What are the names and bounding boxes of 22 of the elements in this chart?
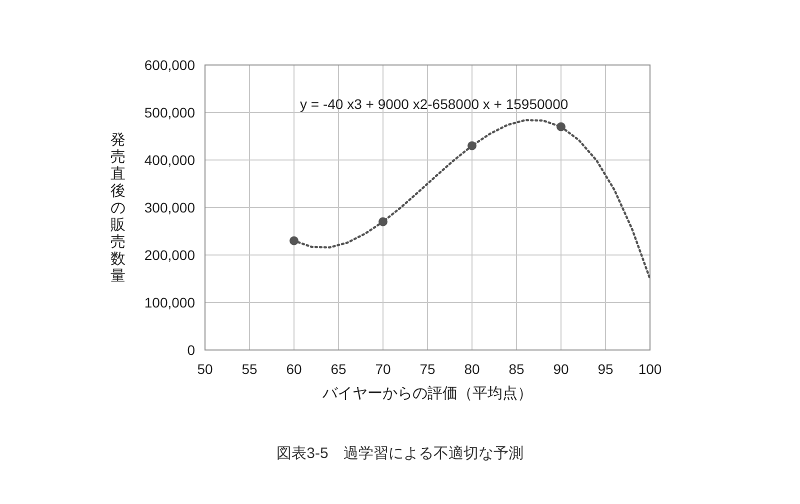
- y-tick-label: 200,000: [144, 247, 196, 263]
- annotation: y = -40 x3 + 9000 x2-658000 x + 15950000: [300, 96, 568, 112]
- x-tick-label: 100: [638, 361, 662, 377]
- y-tick-label: 400,000: [144, 152, 196, 168]
- x-tick-label: 50: [197, 361, 213, 377]
- x-tick-label: 55: [242, 361, 258, 377]
- y-tick-label: 0: [187, 342, 196, 358]
- x-tick-label: 65: [330, 361, 346, 377]
- x-tick-label: 85: [508, 361, 524, 377]
- y-tick-label: 600,000: [144, 57, 196, 73]
- y-tick-label: 100,000: [144, 294, 196, 310]
- x-tick-label: 90: [553, 361, 569, 377]
- x-axis-title: バイヤーからの評価（平均点）: [322, 385, 532, 402]
- x-tick-label: 75: [420, 361, 436, 377]
- y-tick-label: 500,000: [144, 104, 196, 120]
- text: 発売直後の販売数量: [110, 132, 126, 284]
- x-tick-label: 95: [598, 361, 614, 377]
- y-tick-label: 300,000: [144, 200, 196, 216]
- x-tick-label: 70: [375, 361, 391, 377]
- x-tick-label: 60: [286, 361, 302, 377]
- x-tick-label: 80: [464, 361, 480, 377]
- text: 図表3-5 過学習による不適切な予測: [276, 445, 524, 462]
